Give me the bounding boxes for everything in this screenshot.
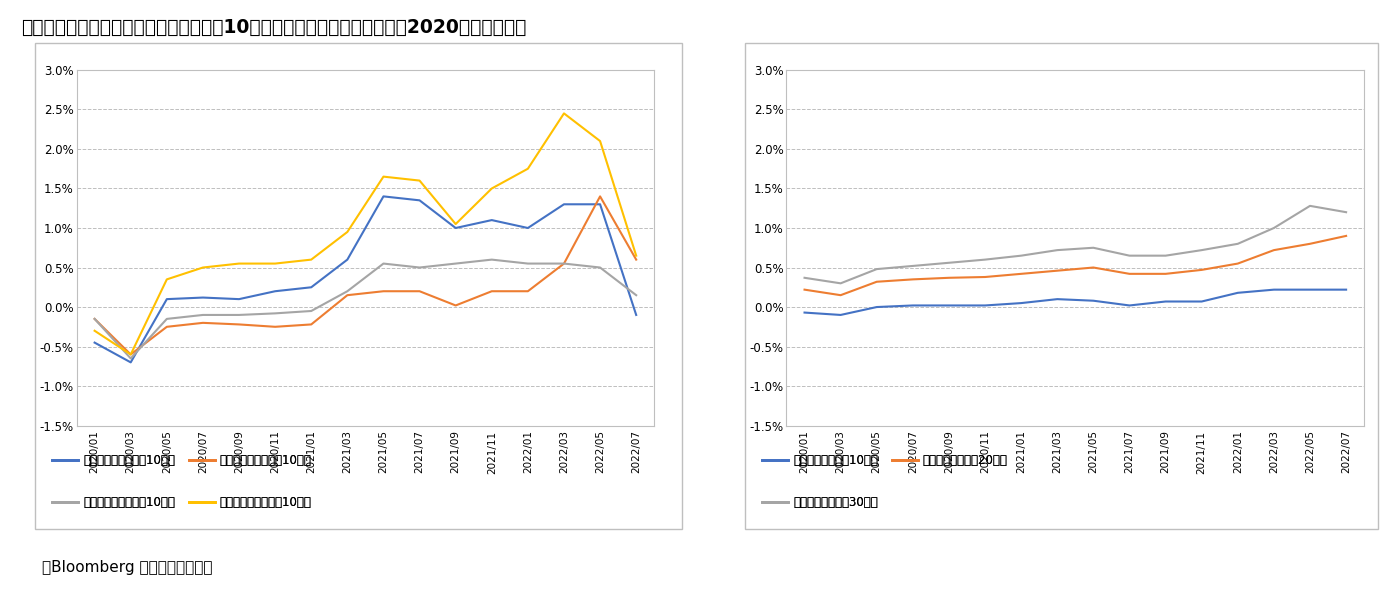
Legend: 日本国僵利回り（10年）, 日本国僵利回り（20年）: 日本国僵利回り（10年）, 日本国僵利回り（20年） [757, 449, 1012, 471]
Legend: ヘッジ付き英国僵（10年）, ヘッジ付き豪国僵（10年）: ヘッジ付き英国僵（10年）, ヘッジ付き豪国僵（10年） [47, 491, 316, 514]
Text: （Bloomberg データから作成）: （Bloomberg データから作成） [42, 559, 212, 575]
Legend: ヘッジ付き米国僵（10年）, ヘッジ付き独国僵（10年）: ヘッジ付き米国僵（10年）, ヘッジ付き独国僵（10年） [47, 449, 316, 471]
Legend: 日本国僵利回り（30年）: 日本国僵利回り（30年） [757, 491, 883, 514]
Text: 図表：各国のヘッジ付き国僵の利回り（10年）と日本国僵利回りの推移（2020年１月以降）: 図表：各国のヘッジ付き国僵の利回り（10年）と日本国僵利回りの推移（2020年１… [21, 18, 526, 37]
